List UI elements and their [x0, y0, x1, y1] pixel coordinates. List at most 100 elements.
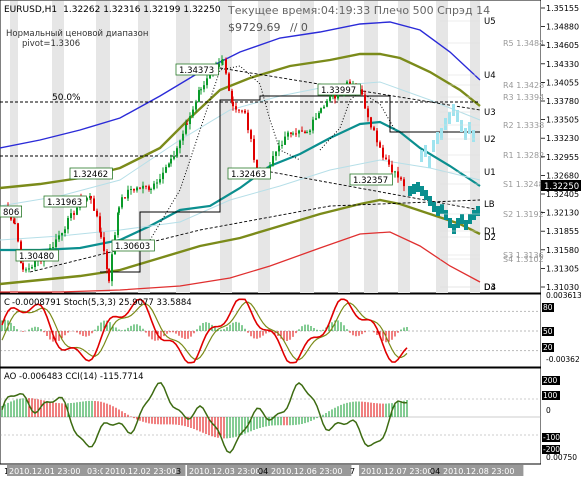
candle-body — [192, 109, 194, 117]
forecast-bar-dark — [440, 204, 444, 214]
price-label-box — [15, 249, 59, 262]
cci-level-box — [542, 445, 560, 454]
level-label: R4 1.3428 — [503, 81, 544, 90]
candle-body — [391, 164, 393, 173]
candle-body — [364, 94, 366, 109]
candle-body — [298, 130, 300, 134]
candle-body — [162, 172, 164, 180]
forecast-bar-dark — [424, 190, 428, 200]
stoch-signal-line — [1, 301, 408, 361]
candle-body — [195, 101, 197, 110]
ao-cci-label: AO -0.006483 CCI(14) -115.7714 — [4, 372, 144, 382]
candle-body — [25, 269, 27, 271]
stoch-main-line — [1, 298, 408, 364]
forecast-bar-dark — [412, 184, 416, 194]
time-label-box — [269, 465, 352, 476]
candle-body — [90, 195, 92, 199]
candle-body — [206, 78, 208, 86]
pivot-label: pivot=1.3306 — [22, 39, 80, 49]
cci-line — [1, 382, 408, 454]
price-tick-label: 1.32955 — [546, 153, 579, 162]
forecast-bar-dark — [468, 214, 472, 224]
price-tick-label: 1.31030 — [546, 283, 579, 292]
time-label-box — [441, 465, 524, 476]
forecast-bar-light — [456, 110, 459, 122]
pivot-arc-2 — [319, 91, 396, 151]
price-label-text: 1.30480 — [19, 252, 54, 262]
candle-body — [290, 132, 292, 134]
time-label: 7 — [350, 467, 355, 476]
candle-body — [318, 112, 320, 119]
level-u1: U1 — [440, 168, 496, 178]
candle-body — [145, 185, 147, 187]
candle-body — [108, 269, 110, 282]
candle-body — [278, 145, 280, 152]
price-label-box — [227, 167, 271, 180]
price-tick-label: 1.33780 — [546, 97, 579, 106]
candle-body — [306, 132, 308, 134]
ao-cci-panel[interactable] — [0, 367, 542, 465]
level-label: R1 1.3282 — [503, 151, 544, 160]
forecast-bar-dark — [432, 202, 436, 212]
price-tick-label: 1.32680 — [546, 171, 579, 180]
candle-body — [376, 130, 378, 143]
candle-body — [397, 171, 399, 178]
level-r1: R1 1.3282 — [440, 151, 544, 160]
candle-body — [14, 223, 16, 225]
candle-body — [382, 147, 384, 158]
forecast-bar-dark — [444, 210, 448, 220]
time-label: 03:00 — [87, 467, 110, 476]
level-s4: S4 1.3102 — [440, 255, 544, 264]
candle-body — [170, 158, 172, 164]
level-u3: U3 — [440, 108, 496, 118]
price-label-text: 1.34373 — [179, 66, 214, 76]
candle-body — [370, 117, 372, 128]
session-stripe — [220, 1, 232, 293]
time-label: 2010.12.06 23:00 — [271, 467, 342, 476]
candle-body — [52, 247, 54, 249]
level-label: S2 1.3192 — [503, 210, 544, 219]
level-r3: R3 1.3394 — [440, 93, 544, 102]
candle-body — [185, 123, 187, 134]
header-balance: $9729.69 — [228, 21, 281, 34]
price-label-text: 1.32462 — [73, 170, 108, 180]
level-label: R5 1.3484 — [503, 39, 544, 48]
candle-body — [106, 251, 108, 270]
main-panel[interactable] — [0, 0, 542, 294]
time-label-box — [7, 465, 90, 476]
price-label-box — [69, 167, 113, 180]
candle-body — [200, 89, 202, 91]
level-label: S1 1.3248 — [503, 180, 544, 189]
price-tick-label: 1.33230 — [546, 134, 579, 143]
level-label: D4 — [484, 283, 496, 293]
level-r5: R5 1.3484 — [440, 39, 544, 48]
candle-body — [361, 89, 363, 95]
time-label-box — [359, 465, 442, 476]
cci-level-box — [542, 376, 560, 385]
trend-line-mid — [259, 169, 481, 211]
candle-body — [17, 223, 19, 242]
candle-body — [142, 185, 144, 189]
candle-body — [304, 131, 306, 133]
price-tick-label: 1.33505 — [546, 116, 579, 125]
price-tick-label: 1.34880 — [546, 23, 579, 32]
stoch-level-label: 50 — [543, 327, 553, 336]
time-label: 2010.12.01 23:00 — [9, 467, 80, 476]
candle-body — [139, 187, 141, 189]
session-stripe — [398, 1, 410, 293]
cci-level-label: 200 — [543, 376, 558, 385]
session-stripe — [364, 1, 378, 293]
price-tick-label: 1.31305 — [546, 264, 579, 273]
candle-body — [133, 188, 135, 191]
candle-body — [284, 136, 286, 145]
price-label-box — [43, 195, 87, 208]
candle-body — [394, 171, 396, 173]
candle-body — [124, 197, 126, 199]
level-label: S4 1.3102 — [503, 255, 544, 264]
level-u2: U2 — [440, 135, 496, 145]
header-balance-suffix: // 0 — [290, 21, 308, 34]
candle-body — [244, 110, 246, 113]
candle-body — [86, 198, 88, 201]
candle-body — [225, 59, 227, 74]
time-label-box — [187, 465, 270, 476]
